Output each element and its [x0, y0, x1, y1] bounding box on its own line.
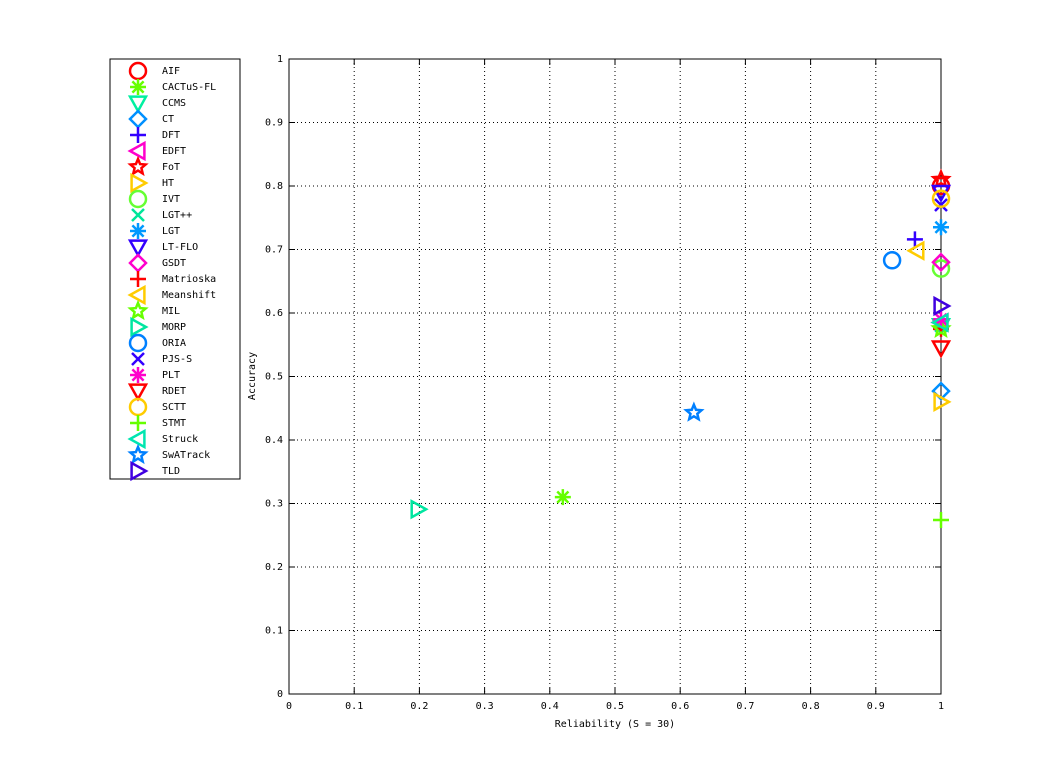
legend-label: SCTT: [162, 402, 186, 413]
legend-label: TLD: [162, 466, 180, 477]
legend-label: HT: [162, 178, 174, 189]
y-tick-label: 0.8: [265, 181, 283, 192]
legend-label: AIF: [162, 66, 180, 77]
y-tick-label: 0: [277, 689, 283, 700]
legend-label: MORP: [162, 322, 186, 333]
legend-marker: [130, 415, 146, 431]
legend-label: LGT++: [162, 210, 192, 221]
legend-label: Matrioska: [162, 274, 216, 285]
point: [931, 189, 951, 208]
legend-marker: [127, 140, 146, 162]
axes-box: [288, 58, 942, 695]
x-tick-label: 0.7: [736, 701, 754, 712]
legend-marker: [127, 428, 146, 450]
x-tick-label: 0.8: [802, 701, 820, 712]
legend-marker: [127, 443, 149, 465]
legend-box: [109, 58, 241, 480]
point: [931, 259, 951, 278]
point: [934, 198, 948, 212]
legend-label: Meanshift: [162, 290, 216, 301]
legend-marker: [130, 271, 146, 287]
legend-marker: [128, 61, 148, 81]
legend-label: ORIA: [162, 338, 186, 349]
y-tick-label: 0.7: [265, 245, 283, 256]
legend-label: IVT: [162, 194, 180, 205]
legend-marker: [128, 189, 148, 209]
legend-marker: [128, 333, 148, 353]
legend-label: PJS-S: [162, 354, 192, 365]
x-tick-label: 0.2: [410, 701, 428, 712]
legend-marker: [127, 299, 149, 321]
legend-label: LT-FLO: [162, 242, 198, 253]
legend-label: MIL: [162, 306, 180, 317]
point: [683, 401, 705, 422]
legend-label: EDFT: [162, 146, 186, 157]
plot-area: [289, 59, 941, 694]
legend-label: Struck: [162, 434, 198, 445]
y-tick-label: 0.4: [265, 435, 283, 446]
legend-marker: [127, 239, 149, 258]
point: [931, 381, 951, 401]
legend-marker: [131, 208, 145, 222]
legend-marker: [130, 367, 146, 383]
point: [554, 489, 571, 506]
y-axis-label: Accuracy: [247, 352, 258, 400]
legend-label: PLT: [162, 370, 180, 381]
point: [931, 252, 951, 272]
point: [933, 391, 952, 413]
point: [930, 168, 952, 189]
point: [410, 499, 429, 520]
y-tick-label: 0.1: [265, 626, 283, 637]
x-tick-label: 0.9: [867, 701, 885, 712]
point: [933, 512, 949, 529]
x-tick-label: 1: [938, 701, 944, 712]
point: [930, 312, 949, 333]
x-tick-label: 0.5: [606, 701, 624, 712]
legend-label: FoT: [162, 162, 180, 173]
legend-marker: [127, 155, 149, 177]
legend-marker: [131, 352, 145, 366]
point: [933, 295, 952, 317]
y-tick-label: 0.5: [265, 372, 283, 383]
legend-label: SwATrack: [162, 450, 210, 461]
y-tick-label: 0.3: [265, 499, 283, 510]
legend-label: CACTuS-FL: [162, 82, 216, 93]
point: [906, 240, 925, 261]
legend-marker: [130, 172, 149, 194]
x-tick-label: 0.4: [541, 701, 559, 712]
x-tick-label: 0.1: [345, 701, 363, 712]
x-axis-label: Reliability (S = 30): [555, 719, 675, 730]
y-tick-label: 0.2: [265, 562, 283, 573]
legend-label: CCMS: [162, 98, 186, 109]
point: [930, 340, 952, 359]
point: [933, 219, 949, 236]
legend-marker: [128, 397, 148, 417]
legend-label: RDET: [162, 386, 186, 397]
y-tick-label: 1: [277, 54, 283, 65]
x-tick-label: 0.3: [476, 701, 494, 712]
legend-marker: [127, 383, 149, 402]
legend-label: STMT: [162, 418, 186, 429]
legend-marker: [130, 460, 149, 482]
legend-marker: [127, 95, 149, 114]
x-tick-label: 0: [286, 701, 292, 712]
legend-marker: [127, 284, 146, 306]
y-tick-label: 0.9: [265, 118, 283, 129]
point: [882, 251, 902, 270]
legend-marker: [130, 79, 146, 95]
point: [906, 231, 923, 248]
x-tick-label: 0.6: [671, 701, 689, 712]
legend-marker: [130, 127, 146, 143]
legend-label: CT: [162, 114, 174, 125]
legend-label: LGT: [162, 226, 180, 237]
y-tick-label: 0.6: [265, 308, 283, 319]
legend-label: DFT: [162, 130, 180, 141]
legend-marker: [130, 223, 146, 239]
legend-label: GSDT: [162, 258, 186, 269]
legend-marker: [130, 316, 149, 338]
